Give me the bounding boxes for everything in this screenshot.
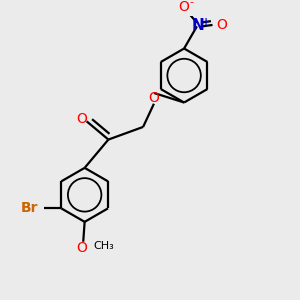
Text: +: + bbox=[202, 17, 210, 27]
Text: O: O bbox=[148, 91, 159, 105]
Text: O: O bbox=[76, 112, 87, 126]
Text: O: O bbox=[216, 18, 227, 32]
Text: -: - bbox=[189, 0, 193, 8]
Text: O: O bbox=[76, 241, 87, 255]
Text: O: O bbox=[178, 0, 189, 14]
Text: N: N bbox=[192, 18, 205, 33]
Text: CH₃: CH₃ bbox=[93, 241, 114, 251]
Text: Br: Br bbox=[21, 201, 38, 215]
